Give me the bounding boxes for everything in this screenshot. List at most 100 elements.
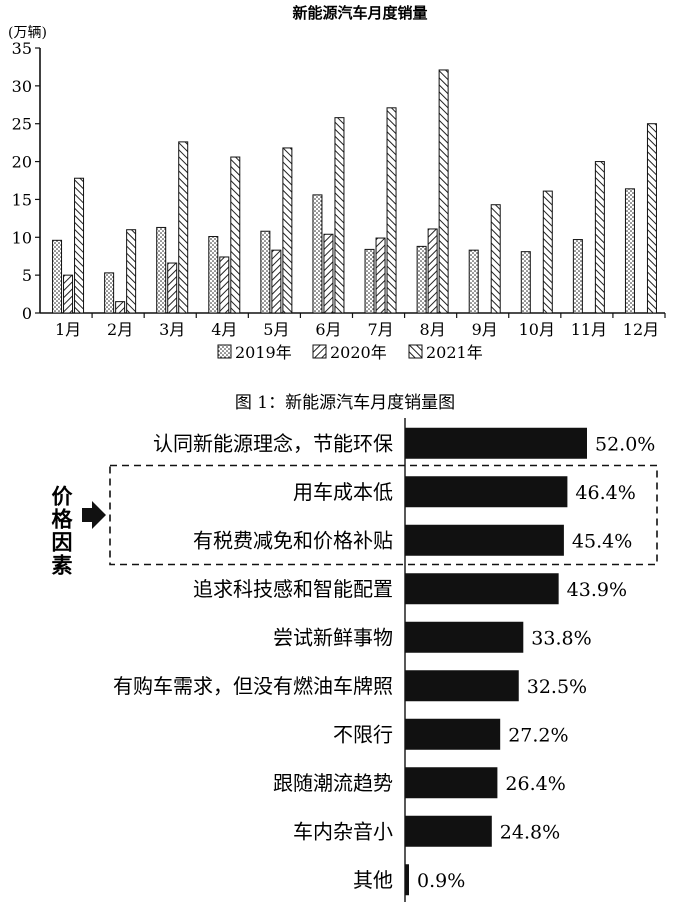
bar-2021年-5月 — [282, 147, 293, 314]
bar-2021年-8月 — [438, 69, 449, 314]
group-label-char: 因 — [52, 530, 73, 555]
bar-2021年-6月 — [334, 117, 345, 314]
reason-value-label: 0.9% — [417, 870, 465, 892]
group-label-char: 价 — [52, 484, 74, 509]
reason-bar — [405, 524, 564, 556]
reason-label: 车内杂音小 — [293, 819, 393, 843]
bar-2020年-6月 — [323, 233, 334, 314]
reason-value-label: 26.4% — [505, 773, 565, 795]
reason-label: 有购车需求，但没有燃油车牌照 — [113, 674, 393, 698]
legend-label: 2021年 — [426, 343, 483, 362]
legend-swatch-2019年 — [217, 344, 232, 359]
x-tick-label: 2月 — [107, 320, 133, 339]
reason-bar — [405, 670, 519, 702]
reason-label: 尝试新鲜事物 — [273, 625, 393, 649]
reason-label: 跟随潮流趋势 — [273, 771, 393, 795]
group-label-char: 素 — [52, 553, 73, 578]
reason-bar — [405, 864, 409, 896]
bar-2019年-4月 — [208, 236, 219, 314]
bar-2021年-4月 — [230, 156, 241, 314]
reason-bar — [405, 621, 524, 653]
reason-bar — [405, 573, 559, 605]
reason-value-label: 27.2% — [508, 724, 568, 746]
reason-bar — [405, 718, 501, 750]
bar-chart-title: 新能源汽车月度销量 — [292, 4, 427, 22]
price-factor-dashed-box — [109, 464, 658, 566]
bar-2019年-7月 — [364, 248, 375, 314]
legend-swatch-2021年 — [408, 344, 423, 359]
y-tick-label: 5 — [22, 266, 32, 285]
x-tick-label: 1月 — [55, 320, 81, 339]
reason-label: 有税费减免和价格补贴 — [193, 528, 393, 552]
bar-2020年-4月 — [219, 256, 230, 314]
bar-2020年-8月 — [427, 228, 438, 314]
x-tick-label: 3月 — [159, 320, 185, 339]
x-tick-label: 11月 — [571, 320, 607, 339]
figure-caption: 图 1：新能源汽车月度销量图 — [235, 393, 455, 413]
reason-value-label: 52.0% — [595, 433, 655, 455]
bar-2019年-3月 — [156, 226, 167, 314]
y-tick-label: 25 — [12, 115, 32, 134]
x-tick-label: 7月 — [367, 320, 393, 339]
legend-label: 2019年 — [235, 343, 292, 362]
reason-value-label: 32.5% — [527, 676, 587, 698]
bar-chart-bars — [52, 69, 657, 314]
reason-label: 其他 — [353, 868, 393, 892]
reason-label: 用车成本低 — [293, 480, 393, 504]
legend-label: 2020年 — [330, 343, 387, 362]
reason-bar — [405, 476, 568, 508]
reason-value-label: 33.8% — [531, 627, 591, 649]
bar-2021年-1月 — [74, 177, 85, 314]
bar-2021年-2月 — [126, 229, 137, 314]
y-tick-label: 20 — [12, 153, 32, 172]
reason-chart-bars: 认同新能源理念，节能环保 52.0% 用车成本低 46.4% 有税费减免和价格补贴 45.… — [113, 427, 655, 896]
reason-value-label: 43.9% — [567, 579, 627, 601]
bar-2021年-9月 — [490, 204, 501, 314]
y-tick-label: 10 — [12, 228, 32, 247]
reason-bar — [405, 815, 492, 847]
bar-2021年-10月 — [542, 190, 553, 314]
bar-chart-legend: 2019年 2020年 2021年 — [217, 343, 483, 362]
bar-2019年-2月 — [104, 272, 115, 314]
bar-2020年-3月 — [167, 262, 178, 314]
bar-2019年-10月 — [520, 251, 531, 314]
bar-2019年-8月 — [416, 245, 427, 314]
x-tick-label: 9月 — [472, 320, 498, 339]
reason-value-label: 45.4% — [572, 530, 632, 552]
reason-bar — [405, 427, 587, 459]
arrow-right-icon — [82, 501, 106, 529]
y-tick-label: 35 — [12, 39, 32, 58]
y-tick-label: 0 — [22, 304, 32, 323]
bar-chart-x-ticks: 1月 2月 3月 4月 5月 6月 7月 8月 9月 10月 11月 12月 — [55, 313, 666, 339]
x-tick-label: 8月 — [420, 320, 446, 339]
x-tick-label: 10月 — [519, 320, 555, 339]
reason-value-label: 46.4% — [575, 482, 635, 504]
reason-bar — [405, 767, 498, 799]
y-tick-label: 15 — [12, 190, 32, 209]
y-tick-label: 30 — [12, 77, 32, 96]
x-tick-label: 6月 — [315, 320, 341, 339]
bar-2019年-11月 — [572, 239, 583, 314]
bar-2019年-1月 — [52, 239, 63, 314]
group-label-char: 格 — [52, 507, 74, 532]
bar-2020年-1月 — [63, 274, 74, 314]
reason-label: 追求科技感和智能配置 — [193, 577, 393, 601]
bar-2020年-2月 — [115, 301, 126, 314]
bar-2021年-7月 — [386, 107, 397, 314]
reason-label: 不限行 — [333, 722, 393, 746]
y-axis-unit: (万辆) — [8, 25, 47, 41]
bar-2020年-7月 — [375, 237, 386, 314]
bar-2020年-5月 — [271, 249, 282, 314]
reason-label: 认同新能源理念，节能环保 — [153, 431, 393, 455]
reason-value-label: 24.8% — [500, 821, 560, 843]
bar-2019年-5月 — [260, 230, 271, 314]
bar-2019年-9月 — [468, 249, 479, 314]
x-tick-label: 12月 — [623, 320, 659, 339]
bar-2019年-12月 — [624, 188, 635, 314]
x-tick-label: 5月 — [263, 320, 289, 339]
bar-2021年-11月 — [594, 161, 605, 314]
bar-2021年-12月 — [646, 123, 657, 314]
x-tick-label: 4月 — [211, 320, 237, 339]
